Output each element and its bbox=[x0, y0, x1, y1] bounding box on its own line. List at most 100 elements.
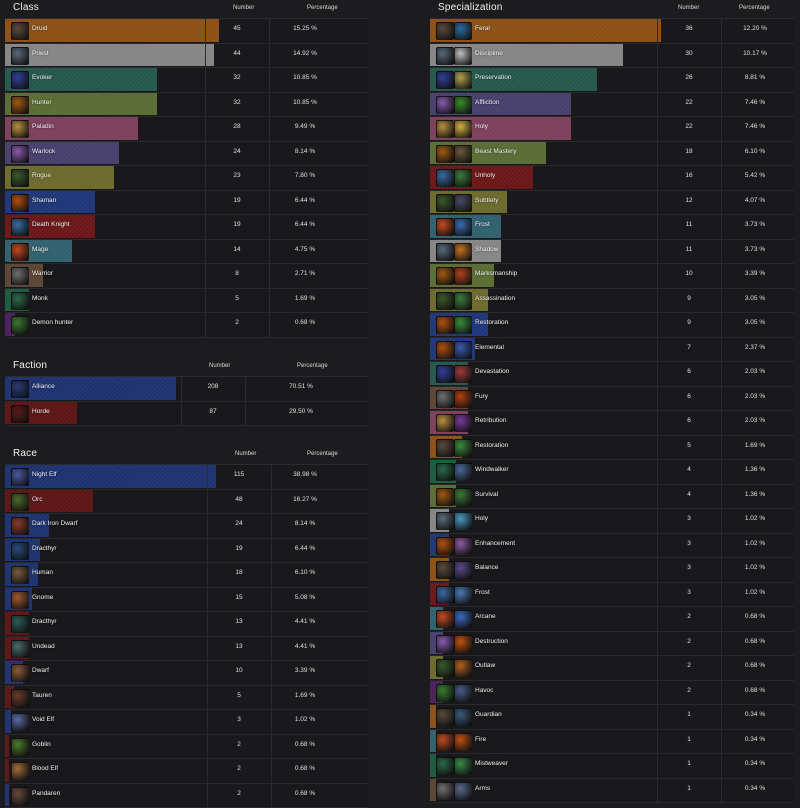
shaman-class-icon bbox=[436, 537, 454, 555]
evoker-class-icon bbox=[436, 71, 454, 89]
priest-class-icon bbox=[436, 243, 454, 261]
race-row-number: 19 bbox=[219, 545, 259, 552]
race-row-label: Night Elf bbox=[32, 471, 57, 478]
specialization-row-label: Marksmanship bbox=[475, 270, 517, 277]
class-row-label: Evoker bbox=[32, 74, 52, 81]
specialization-row-label: Frost bbox=[475, 221, 490, 228]
shaman-class-icon bbox=[11, 194, 29, 212]
class-row-label: Shaman bbox=[32, 197, 56, 204]
subtlety-spec-icon bbox=[454, 194, 472, 212]
beast-mastery-spec-icon bbox=[454, 145, 472, 163]
column-divider bbox=[657, 607, 658, 631]
column-divider bbox=[245, 402, 246, 426]
race-row-percentage: 0.68 % bbox=[280, 790, 330, 797]
faction-row-label: Horde bbox=[32, 408, 50, 415]
race-row-number: 15 bbox=[219, 594, 259, 601]
column-divider bbox=[721, 705, 722, 729]
specialization-row-label: Fire bbox=[475, 736, 486, 743]
specialization-row-percentage: 1.02 % bbox=[730, 589, 780, 596]
column-divider bbox=[657, 656, 658, 680]
priest-class-icon bbox=[436, 47, 454, 65]
race-share-bar bbox=[5, 710, 11, 733]
faction-row-number: 208 bbox=[193, 383, 233, 390]
class-row-number: 19 bbox=[217, 221, 257, 228]
column-divider bbox=[721, 362, 722, 386]
column-divider bbox=[657, 583, 658, 607]
specialization-row-percentage: 3.73 % bbox=[730, 246, 780, 253]
specialization-row-label: Beast Mastery bbox=[475, 148, 517, 155]
column-divider bbox=[657, 117, 658, 141]
column-divider bbox=[721, 607, 722, 631]
race-row-label: Pandaren bbox=[32, 790, 60, 797]
column-divider bbox=[207, 563, 208, 587]
druid-class-icon bbox=[436, 439, 454, 457]
column-divider bbox=[207, 661, 208, 685]
dark-iron-dwarf-race-icon bbox=[11, 517, 29, 535]
specialization-row-number: 1 bbox=[669, 711, 709, 718]
specialization-row-percentage: 8.81 % bbox=[730, 74, 780, 81]
specialization-row-number: 10 bbox=[669, 270, 709, 277]
specialization-row-label: Holy bbox=[475, 123, 488, 130]
specialization-row-label: Enhancement bbox=[475, 540, 515, 547]
column-divider bbox=[657, 19, 658, 43]
column-divider bbox=[657, 362, 658, 386]
specialization-row-number: 18 bbox=[669, 148, 709, 155]
specialization-row-number: 36 bbox=[669, 25, 709, 32]
column-divider bbox=[205, 117, 206, 141]
class-row-label: Warrior bbox=[32, 270, 53, 277]
column-divider bbox=[721, 754, 722, 778]
class-row-percentage: 10.85 % bbox=[280, 74, 330, 81]
specialization-row-number: 11 bbox=[669, 221, 709, 228]
race-row-label: Dracthyr bbox=[32, 545, 57, 552]
specialization-row-percentage: 10.17 % bbox=[730, 50, 780, 57]
devastation-spec-icon bbox=[454, 365, 472, 383]
column-divider bbox=[657, 215, 658, 239]
specialization-row-label: Frost bbox=[475, 589, 490, 596]
column-divider bbox=[269, 215, 270, 239]
column-divider bbox=[721, 656, 722, 680]
column-divider bbox=[657, 632, 658, 656]
column-divider bbox=[657, 558, 658, 582]
specialization-row-percentage: 0.68 % bbox=[730, 662, 780, 669]
column-divider bbox=[721, 460, 722, 484]
class-row-percentage: 10.85 % bbox=[280, 99, 330, 106]
druid-class-icon bbox=[436, 22, 454, 40]
race-share-bar bbox=[5, 735, 9, 758]
column-divider bbox=[205, 191, 206, 215]
column-divider bbox=[721, 240, 722, 264]
specialization-row-percentage: 5.42 % bbox=[730, 172, 780, 179]
specialization-row-number: 6 bbox=[669, 417, 709, 424]
specialization-row-number: 9 bbox=[669, 319, 709, 326]
column-divider bbox=[271, 735, 272, 759]
column-divider bbox=[269, 240, 270, 264]
column-divider bbox=[657, 289, 658, 313]
alliance-crest-icon bbox=[11, 380, 29, 398]
class-row-number: 23 bbox=[217, 172, 257, 179]
class-row-percentage: 15.25 % bbox=[280, 25, 330, 32]
column-divider bbox=[721, 779, 722, 803]
specialization-row-number: 26 bbox=[669, 74, 709, 81]
specialization-row-number: 2 bbox=[669, 613, 709, 620]
specialization-row-label: Affliction bbox=[475, 99, 499, 106]
column-divider bbox=[721, 558, 722, 582]
warlock-class-icon bbox=[436, 96, 454, 114]
race-row-label: Void Elf bbox=[32, 716, 54, 723]
holy-spec-icon bbox=[454, 120, 472, 138]
specialization-row-label: Unholy bbox=[475, 172, 495, 179]
race-row-number: 13 bbox=[219, 618, 259, 625]
